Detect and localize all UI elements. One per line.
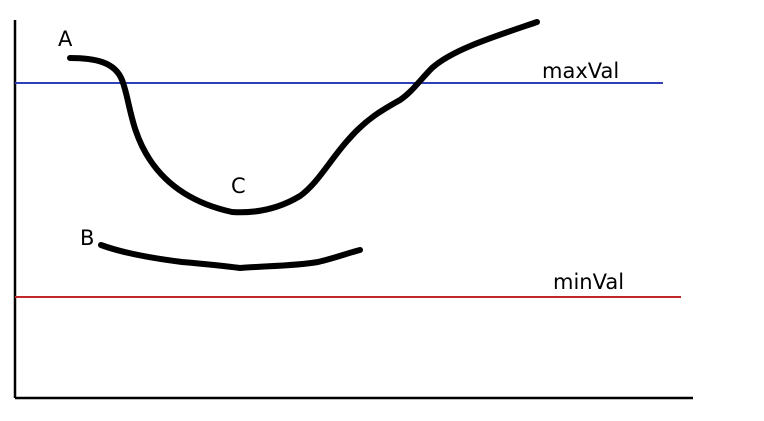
max-threshold-label: maxVal [542, 59, 619, 83]
curve-b [98, 242, 363, 271]
point-a-label: A [58, 27, 73, 51]
point-c-label: C [231, 174, 246, 198]
min-threshold-label: minVal [553, 270, 624, 294]
point-b-label: B [80, 226, 94, 250]
curve-a [67, 19, 540, 216]
